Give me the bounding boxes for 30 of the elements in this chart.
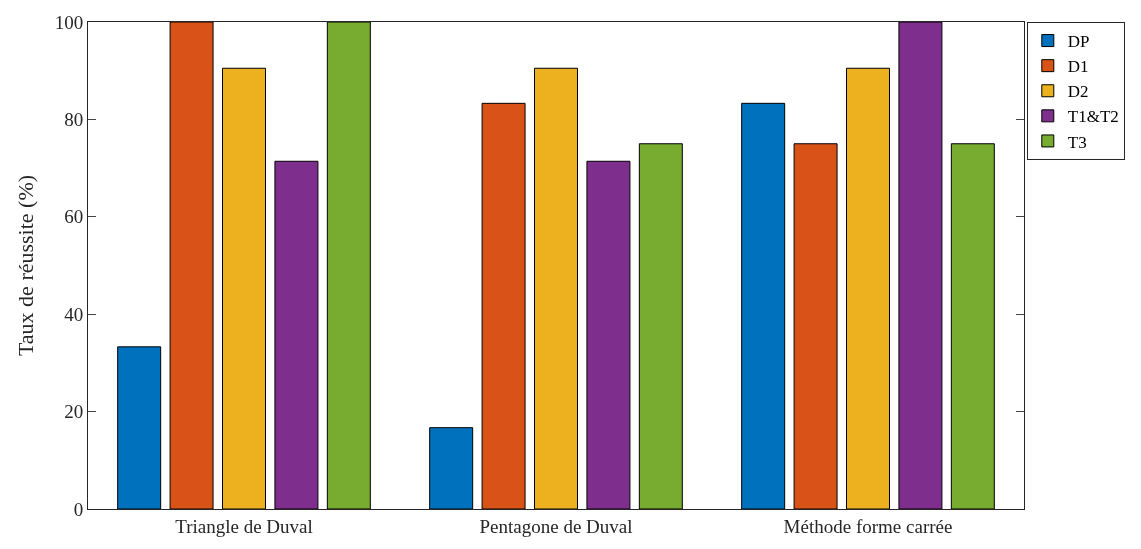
y-tick-label: 40 [64,303,84,325]
y-tick-label: 0 [73,498,84,520]
x-tick-label: Pentagone de Duval [479,515,633,537]
bar [846,67,890,509]
bar [950,143,995,509]
legend-label: D2 [1067,82,1089,102]
bar [534,67,578,509]
legend-label: T1&T2 [1067,107,1119,127]
bar [274,160,319,509]
bar [169,22,214,509]
bar [898,22,943,509]
y-tick-label: 80 [64,109,84,131]
bar [586,160,631,509]
y-tick-label: 20 [64,401,84,423]
x-tick-label: Triangle de Duval [175,515,313,537]
y-axis-title: Taux de réussite (%) [12,174,38,357]
bar [741,102,786,509]
y-tick-label: 60 [64,206,84,228]
bar [117,346,162,509]
bar [326,22,371,509]
bar [638,143,683,509]
bar [429,427,474,509]
bar [793,143,838,509]
bar [481,102,526,509]
legend-label: T3 [1067,132,1087,152]
bar [222,67,266,509]
y-tick-label: 100 [54,11,84,33]
legend-label: D1 [1067,57,1089,77]
legend-label: DP [1067,32,1090,52]
x-tick-label: Méthode forme carrée [783,515,953,537]
